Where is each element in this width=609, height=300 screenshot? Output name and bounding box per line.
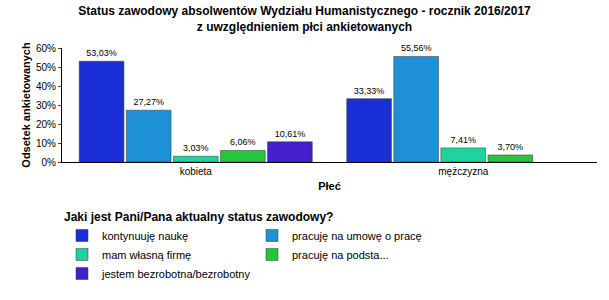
- svg-text:40%: 40%: [36, 81, 56, 92]
- svg-text:jestem bezrobotna/bezrobotny: jestem bezrobotna/bezrobotny: [101, 268, 250, 280]
- svg-text:Status zawodowy absolwentów Wy: Status zawodowy absolwentów Wydziału Hum…: [78, 4, 531, 34]
- svg-text:50%: 50%: [36, 62, 56, 73]
- svg-text:kobieta: kobieta: [180, 166, 213, 177]
- svg-text:0%: 0%: [42, 157, 57, 168]
- svg-text:Odsetek ankietowanych: Odsetek ankietowanych: [20, 42, 32, 168]
- svg-text:10%: 10%: [36, 138, 56, 149]
- svg-text:3,03%: 3,03%: [183, 143, 209, 153]
- svg-text:55,56%: 55,56%: [401, 43, 432, 53]
- svg-text:Jaki jest Pani/Pana aktualny s: Jaki jest Pani/Pana aktualny status zawo…: [64, 210, 333, 224]
- svg-text:kontynuuję naukę: kontynuuję naukę: [102, 230, 188, 242]
- svg-text:Płeć: Płeć: [318, 180, 341, 192]
- svg-text:pracuję na podsta...: pracuję na podsta...: [292, 249, 389, 261]
- svg-text:30%: 30%: [36, 100, 56, 111]
- svg-text:20%: 20%: [36, 119, 56, 130]
- svg-text:3,70%: 3,70%: [498, 142, 524, 152]
- svg-text:33,33%: 33,33%: [354, 86, 385, 96]
- svg-text:6,06%: 6,06%: [230, 137, 256, 147]
- svg-text:pracuję na umowę o pracę: pracuję na umowę o pracę: [292, 230, 422, 242]
- svg-text:mam własną firmę: mam własną firmę: [102, 249, 191, 261]
- svg-text:10,61%: 10,61%: [275, 129, 306, 139]
- svg-text:53,03%: 53,03%: [86, 48, 117, 58]
- svg-text:27,27%: 27,27%: [133, 97, 164, 107]
- svg-text:60%: 60%: [36, 43, 56, 54]
- svg-text:mężczyzna: mężczyzna: [438, 166, 488, 177]
- svg-text:7,41%: 7,41%: [450, 135, 476, 145]
